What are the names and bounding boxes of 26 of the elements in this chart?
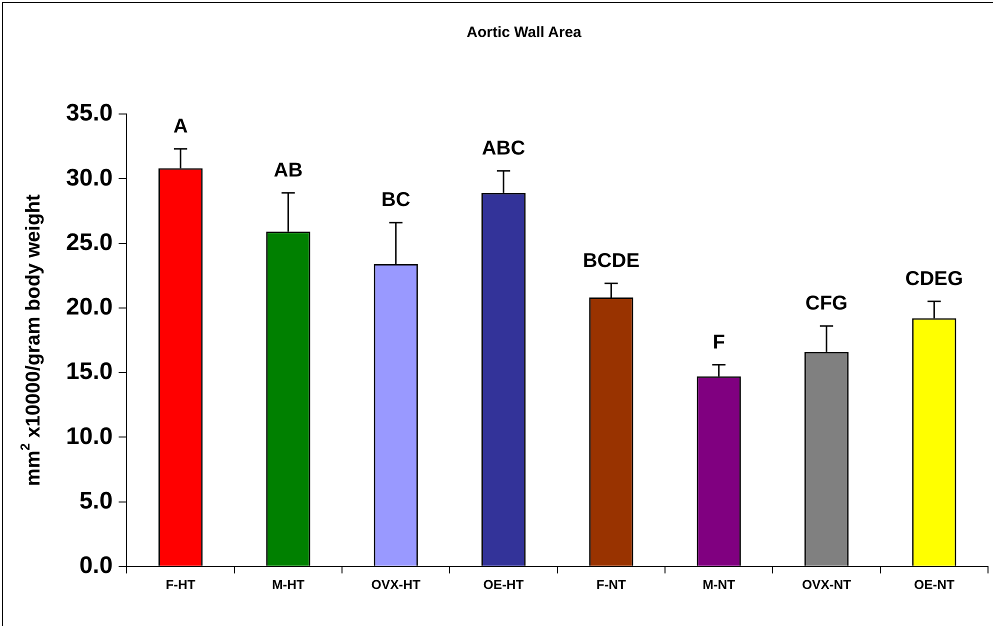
y-tick-label: 30.0 — [66, 164, 113, 192]
annotation: BCDE — [582, 250, 640, 272]
x-tick-label: OE-HT — [483, 576, 524, 592]
annotation: CDEG — [905, 268, 964, 290]
y-axis-title: mm2 x10000/gram body weight — [18, 194, 45, 486]
y-tick-label: 15.0 — [66, 358, 113, 386]
y-tick-label: 35.0 — [66, 100, 113, 127]
x-tick-label: M-HT — [272, 576, 304, 592]
x-tick-label: OVX-NT — [802, 576, 852, 592]
annotation: AB — [274, 159, 303, 182]
y-tick-label: 5.0 — [79, 487, 113, 514]
y-tick-label: 10.0 — [66, 422, 113, 450]
annotation: CFG — [805, 292, 848, 314]
x-tick-label: OVX-HT — [371, 576, 420, 592]
y-tick-label: 25.0 — [66, 228, 113, 256]
y-tick-label: 20.0 — [66, 294, 113, 321]
x-tick-label: F-NT — [596, 576, 626, 592]
annotation: ABC — [482, 137, 526, 160]
y-tick-label: 0.0 — [79, 552, 113, 580]
annotation: A — [173, 115, 188, 138]
x-tick-label: F-HT — [166, 576, 196, 592]
x-tick-label: OE-NT — [914, 576, 954, 592]
chart-title: Aortic Wall Area — [466, 24, 582, 42]
annotation: F — [712, 331, 725, 354]
x-tick-label: M-NT — [702, 576, 736, 592]
annotation: BC — [381, 189, 410, 212]
